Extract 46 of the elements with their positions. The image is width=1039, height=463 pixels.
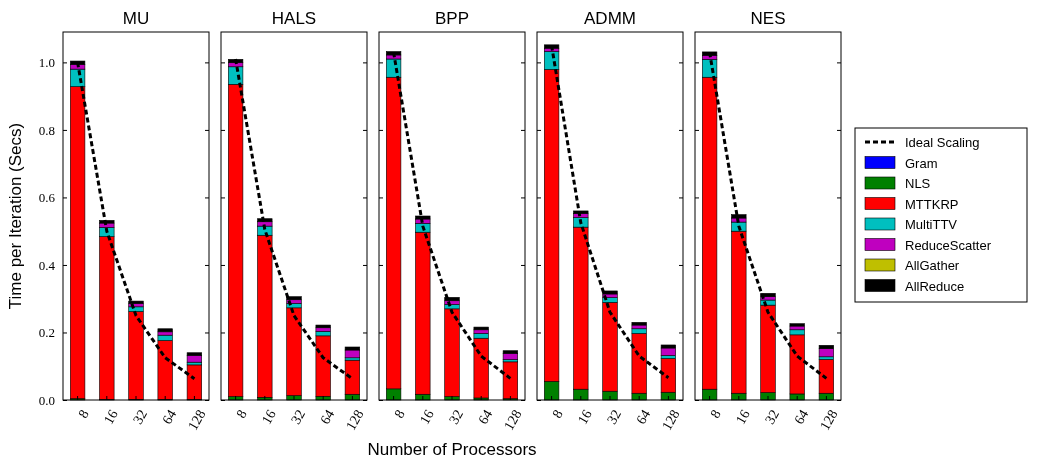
x-tick-label: 32 (130, 407, 151, 427)
x-tick-label: 16 (258, 407, 279, 427)
x-tick-label: 64 (791, 407, 812, 427)
legend-label: MultiTTV (905, 217, 958, 232)
x-tick-label: 32 (288, 407, 309, 427)
chart-title: HALS (271, 9, 317, 28)
chart-title: NES (750, 9, 786, 28)
x-tick-label: 128 (343, 407, 367, 433)
legend-label: AllGather (905, 258, 960, 273)
legend-label: Ideal Scaling (905, 135, 980, 150)
x-tick-label: 128 (501, 407, 525, 433)
y-tick-label: 0.0 (38, 392, 55, 408)
x-tick-label: 64 (159, 407, 180, 427)
x-tick-label: 8 (707, 407, 724, 421)
legend-label: AllReduce (905, 278, 965, 294)
y-axis-title: Time per Iteration (Secs) (6, 122, 25, 310)
x-tick-label: 32 (604, 407, 625, 427)
legend-label: NLS (905, 176, 931, 191)
legend-label: ReduceScatter (905, 237, 992, 253)
x-tick-label: 8 (391, 407, 408, 421)
y-tick-label: 0.6 (38, 190, 56, 206)
x-tick-label: 64 (317, 407, 338, 427)
x-tick-label: 32 (762, 407, 783, 427)
x-tick-label: 8 (233, 407, 250, 421)
x-tick-label: 64 (475, 407, 496, 427)
x-tick-label: 128 (817, 407, 841, 433)
x-tick-label: 32 (446, 407, 467, 427)
x-axis-title: Number of Processors (367, 440, 537, 459)
x-tick-label: 16 (100, 407, 121, 427)
x-tick-label: 8 (75, 407, 92, 421)
y-tick-label: 0.4 (38, 257, 56, 273)
x-tick-label: 16 (574, 407, 595, 427)
legend-label: Gram (905, 155, 938, 171)
x-tick-label: 128 (185, 407, 209, 433)
x-tick-label: 8 (549, 407, 566, 421)
legend-label: MTTKRP (905, 196, 959, 212)
chart-title: MU (122, 9, 150, 28)
y-tick-label: 0.8 (38, 122, 55, 138)
chart-title: BPP (434, 9, 470, 28)
x-tick-label: 128 (659, 407, 683, 433)
y-tick-label: 0.2 (38, 325, 55, 341)
y-tick-label: 1.0 (38, 55, 55, 71)
x-tick-label: 16 (416, 407, 437, 427)
x-tick-label: 64 (633, 407, 654, 427)
x-tick-label: 16 (732, 407, 753, 427)
chart-title: ADMM (584, 9, 636, 28)
